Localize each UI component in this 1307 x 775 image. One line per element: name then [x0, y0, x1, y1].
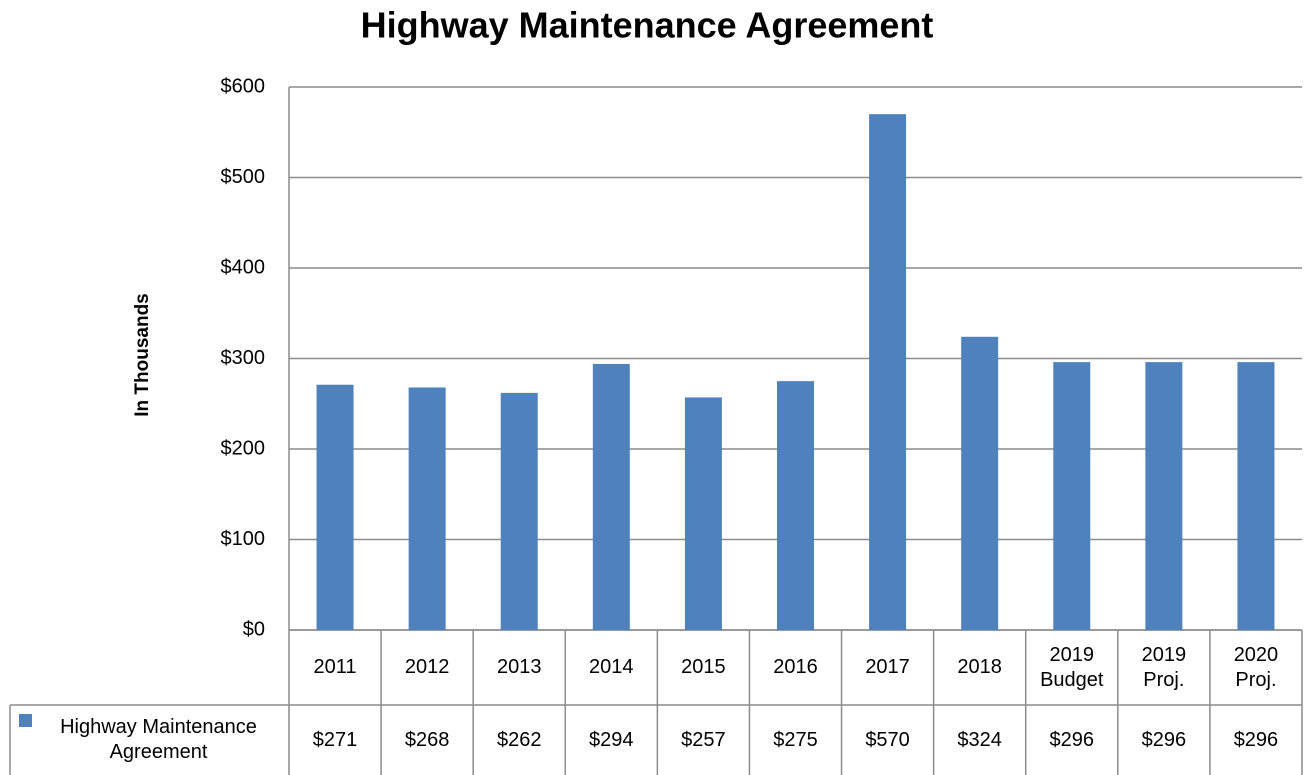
- x-tick-label: 2016: [773, 656, 818, 678]
- bar: [961, 336, 999, 630]
- y-tick-label: $400: [221, 256, 266, 278]
- chart-title: Highway Maintenance Agreement: [361, 5, 934, 46]
- bar: [408, 387, 446, 630]
- y-tick-label: $0: [243, 618, 265, 640]
- y-tick-label: $600: [221, 75, 266, 97]
- x-tick-label: 2017: [865, 656, 910, 678]
- x-tick-label: 2018: [957, 656, 1002, 678]
- x-tick-label: 2013: [496, 656, 542, 678]
- legend-label: Highway Maintenance Agreement: [60, 716, 257, 763]
- bar: [500, 392, 538, 630]
- x-tick-label: 2014: [589, 656, 634, 678]
- data-table-value: $296: [1233, 728, 1279, 751]
- legend-key: [19, 714, 32, 727]
- data-table-value: $324: [957, 728, 1002, 751]
- y-tick-label: $500: [221, 166, 266, 188]
- bar: [1145, 362, 1183, 630]
- data-table-value: $570: [865, 728, 910, 751]
- x-tick-label: 2019 Budget: [1040, 643, 1104, 691]
- x-tick-label: 2012: [404, 656, 450, 678]
- data-table-value: $268: [404, 728, 450, 751]
- bar: [1237, 362, 1275, 630]
- bar: [684, 397, 722, 630]
- bar: [1053, 362, 1091, 630]
- y-tick-label: $200: [221, 437, 266, 459]
- x-tick-label: 2020 Proj.: [1233, 643, 1279, 691]
- y-axis-label: In Thousands: [132, 293, 153, 417]
- data-table-value: $262: [496, 728, 542, 751]
- data-table-value: $296: [1141, 728, 1187, 751]
- data-table-value: $296: [1049, 728, 1095, 751]
- data-table-value: $294: [589, 728, 634, 751]
- x-tick-label: 2019 Proj.: [1141, 643, 1187, 691]
- bar: [316, 384, 354, 630]
- x-tick-label: 2015: [681, 656, 726, 678]
- data-table-value: $271: [312, 728, 358, 751]
- x-tick-label: 2011: [313, 656, 357, 678]
- y-tick-label: $100: [221, 528, 266, 550]
- y-tick-label: $300: [221, 347, 266, 369]
- bar: [869, 114, 907, 630]
- data-table-value: $275: [773, 728, 818, 751]
- bar: [777, 381, 814, 630]
- data-table-value: $257: [681, 728, 726, 751]
- bar: [592, 363, 630, 630]
